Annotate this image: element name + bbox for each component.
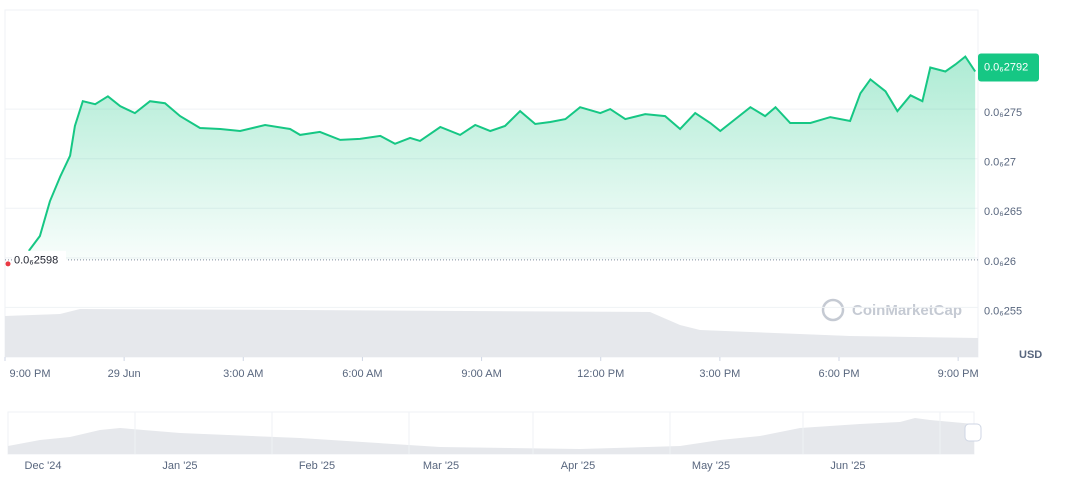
navigator-label: Mar '25 bbox=[423, 460, 459, 472]
price-tag bbox=[978, 53, 1039, 82]
price-line bbox=[27, 55, 977, 252]
x-tick-label: 12:00 PM bbox=[577, 368, 624, 380]
x-tick-label: 3:00 PM bbox=[699, 368, 740, 380]
volume bbox=[5, 309, 978, 357]
navigator-area bbox=[8, 418, 974, 454]
y-tick-label: 0.0₆275 bbox=[984, 107, 1022, 119]
area bbox=[28, 56, 976, 260]
volume-area bbox=[5, 309, 978, 357]
x-tick-label: 29 Jun bbox=[108, 368, 141, 380]
x-tick-label: 6:00 PM bbox=[819, 368, 860, 380]
y-tick-label: 0.0₆265 bbox=[984, 206, 1022, 218]
navigator-label: Jun '25 bbox=[830, 460, 865, 472]
price-tag-label: 0.0₆2792 bbox=[984, 61, 1028, 73]
navigator-handle[interactable] bbox=[964, 423, 982, 442]
x-tick-label: 3:00 AM bbox=[223, 368, 263, 380]
navigator-label: Dec '24 bbox=[25, 460, 62, 472]
y-tick-label: 0.0₆26 bbox=[984, 256, 1016, 268]
watermark: CoinMarketCap bbox=[821, 298, 962, 322]
navigator-label: Jan '25 bbox=[162, 460, 197, 472]
x-tick-label: 6:00 AM bbox=[342, 368, 382, 380]
navigator-label: Apr '25 bbox=[561, 460, 596, 472]
x-tick-label: 9:00 PM bbox=[938, 368, 979, 380]
currency-label: USD bbox=[1019, 349, 1042, 361]
watermark-text: CoinMarketCap bbox=[852, 302, 962, 319]
navigator-label: Feb '25 bbox=[299, 460, 335, 472]
navigator-label: May '25 bbox=[692, 460, 730, 472]
x-tick-label: 9:00 AM bbox=[461, 368, 501, 380]
reference-label: 0.0₆2598 bbox=[14, 255, 58, 267]
navigator bbox=[7, 411, 982, 455]
x-tick-label: 9:00 PM bbox=[10, 368, 51, 380]
ref-label-bg bbox=[12, 250, 66, 265]
y-tick-label: 0.0₆27 bbox=[984, 157, 1016, 169]
watermark-logo bbox=[821, 298, 845, 322]
start-marker bbox=[5, 261, 11, 267]
y-tick-label: 0.0₆255 bbox=[984, 305, 1022, 317]
